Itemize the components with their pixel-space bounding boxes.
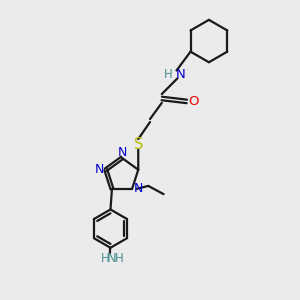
Text: N: N bbox=[95, 163, 105, 176]
Text: H: H bbox=[164, 68, 173, 81]
Text: N: N bbox=[176, 68, 185, 81]
Text: N: N bbox=[107, 252, 117, 265]
Text: H: H bbox=[115, 252, 124, 265]
Text: N: N bbox=[117, 146, 127, 159]
Text: H: H bbox=[101, 252, 110, 265]
Text: S: S bbox=[134, 136, 143, 152]
Text: O: O bbox=[188, 95, 199, 108]
Text: N: N bbox=[134, 182, 143, 195]
